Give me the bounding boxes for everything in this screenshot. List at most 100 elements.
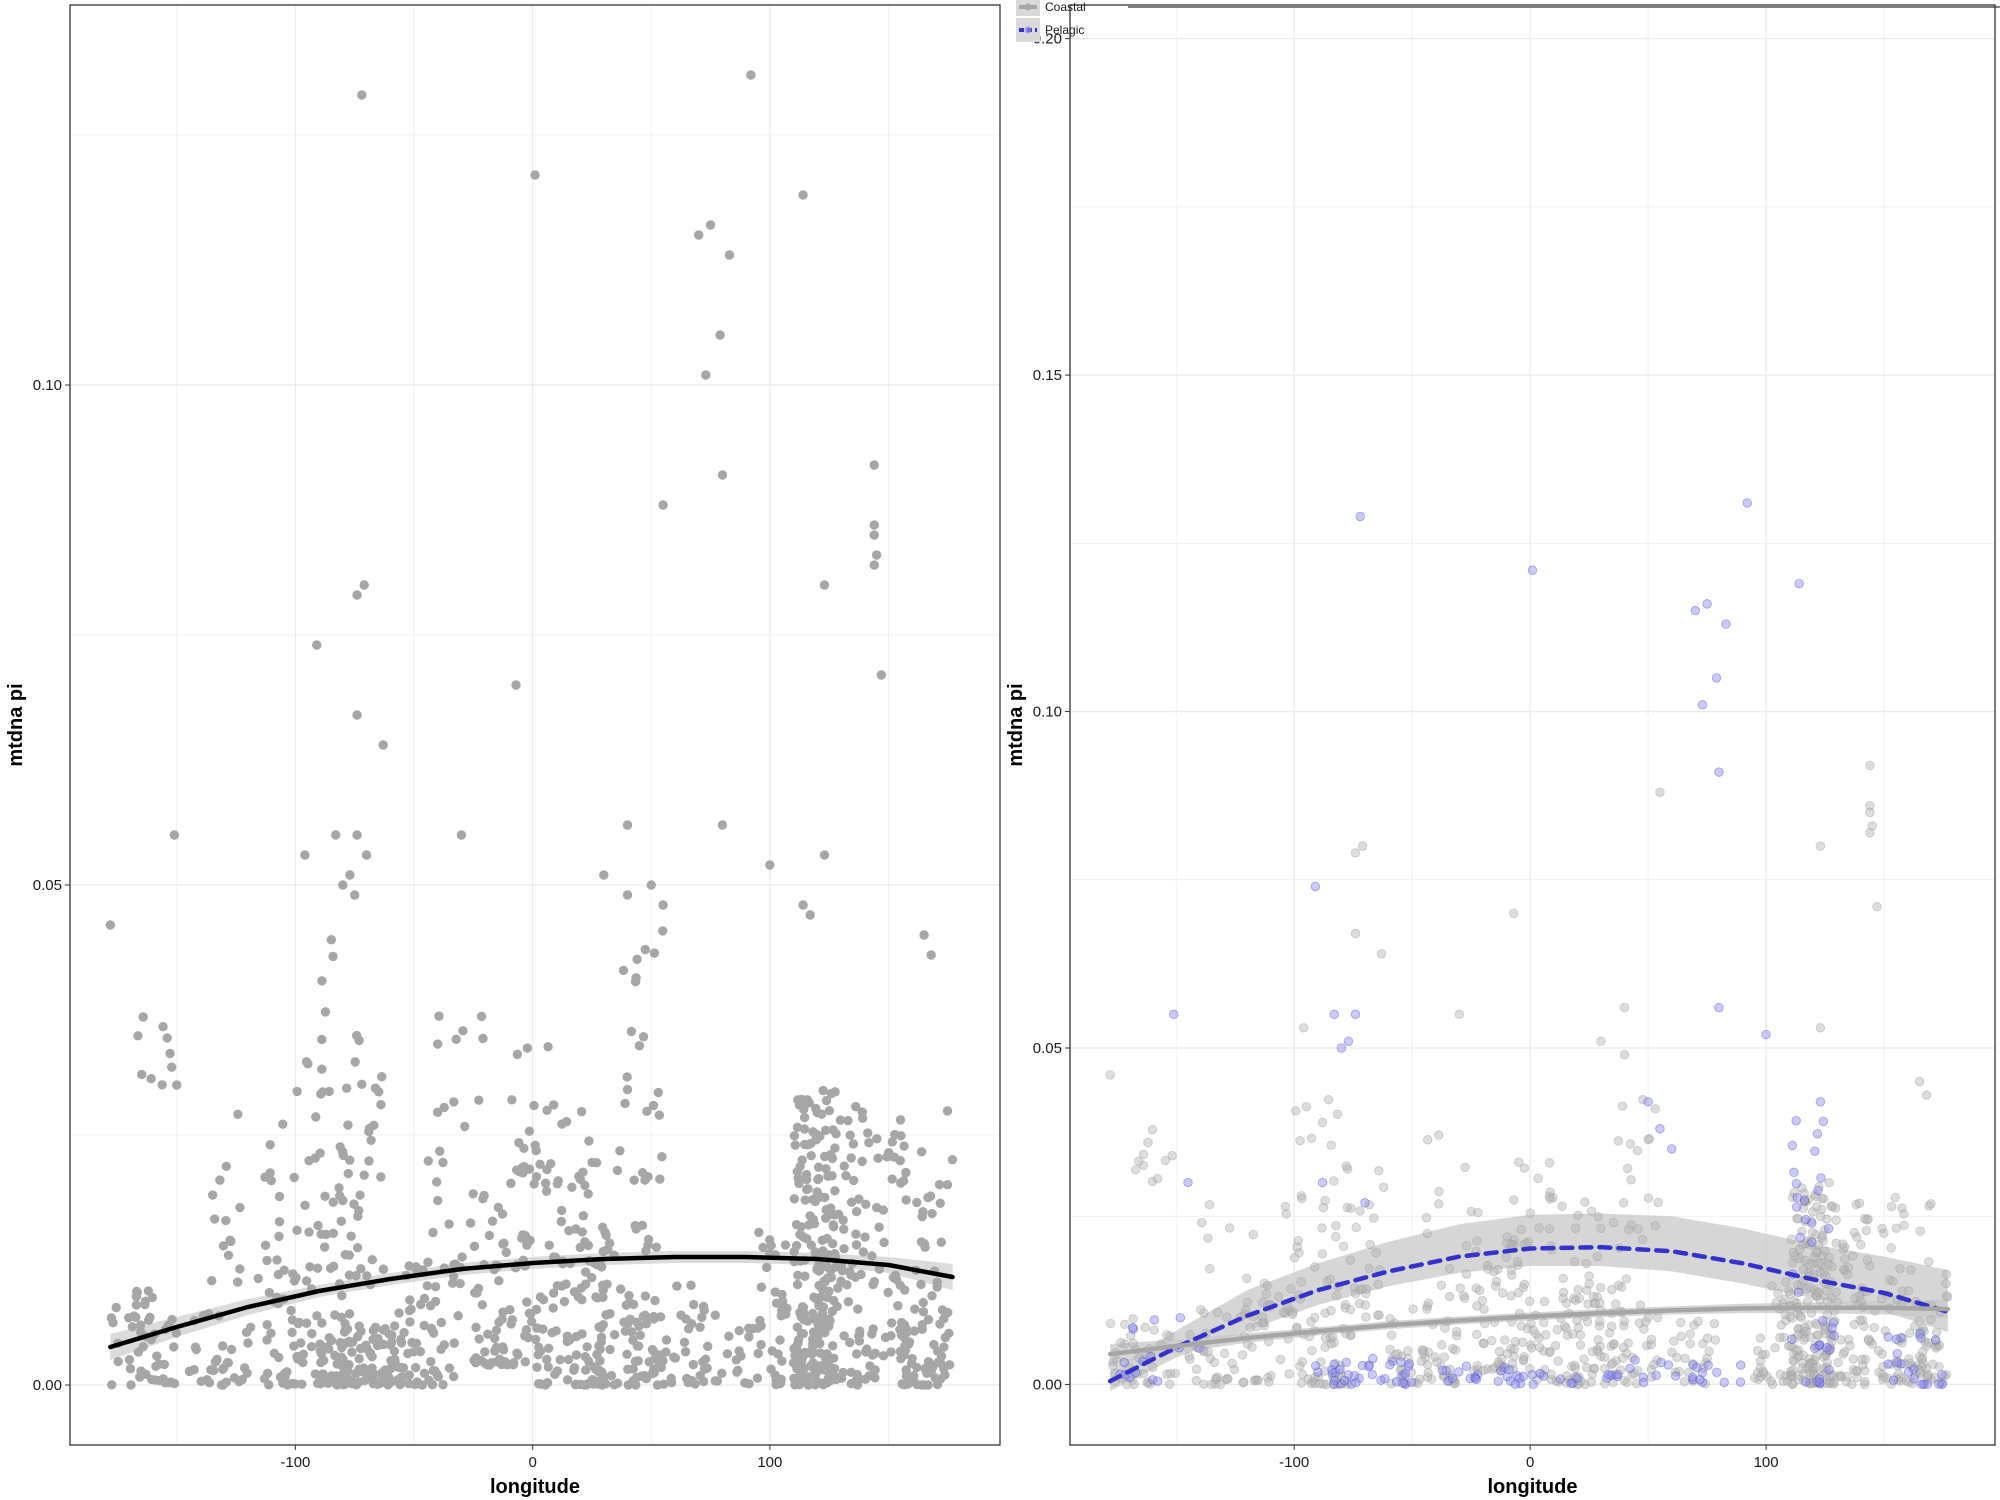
coastal-point [1386,1378,1396,1389]
data-point [848,1175,859,1186]
coastal-point [1791,1345,1801,1356]
coastal-point [1318,1202,1329,1213]
data-point [338,1150,349,1161]
data-point [597,1280,608,1290]
coastal-point [1496,1354,1507,1364]
coastal-point [1259,1317,1269,1328]
coastal-point [1854,1291,1865,1301]
data-point [477,1300,488,1310]
coastal-point [1536,1369,1547,1379]
coastal-point [1787,1379,1798,1389]
pelagic-point [1310,881,1321,892]
coastal-point [1587,1346,1598,1357]
coastal-point [1752,1368,1763,1378]
coastal-point [1822,1309,1833,1320]
pelagic-point [1397,1378,1408,1388]
data-point [137,1069,147,1080]
data-point [305,1262,315,1272]
coastal-point [1320,1342,1330,1352]
data-point [658,900,668,910]
coastal-point [1571,1372,1581,1382]
coastal-point [1525,1364,1535,1374]
data-point [320,1007,331,1017]
data-point [637,1167,648,1178]
coastal-point [1646,1364,1657,1375]
coastal-point [1806,1308,1817,1318]
coastal-point [1798,1358,1808,1368]
pelagic-point [1505,1376,1516,1386]
coastal-point [1525,1208,1535,1218]
data-point [702,1363,712,1373]
coastal-point [1685,1329,1696,1339]
coastal-point [1263,1373,1273,1383]
coastal-point [1831,1215,1841,1225]
coastal-point [1519,1351,1529,1362]
data-point [832,1301,842,1312]
data-point [597,1222,608,1232]
coastal-point [1579,1354,1589,1364]
data-point [653,1087,664,1098]
data-point [580,1380,590,1390]
data-point [266,1175,276,1186]
coastal-point [1346,1203,1356,1213]
data-point [530,170,540,180]
coastal-point [1544,1191,1555,1202]
coastal-point [1623,1225,1634,1235]
coastal-point [1575,1340,1586,1350]
coastal-point [1787,1192,1798,1203]
data-point [724,250,735,260]
coastal-point [1897,1286,1908,1297]
data-point [141,1369,151,1379]
data-point [407,1337,417,1348]
left-y-axis-title: mtdna pi [5,683,27,766]
data-point [357,90,367,100]
data-point [857,1113,868,1123]
data-point [650,1295,660,1306]
coastal-point [1204,1200,1215,1210]
data-point [734,1346,744,1356]
coastal-point [1423,1347,1433,1357]
coastal-point [1580,1379,1590,1390]
coastal-point [1275,1354,1286,1365]
data-point [883,1287,893,1298]
coastal-point [1600,1378,1610,1389]
pelagic-point [1504,1364,1514,1375]
coastal-point [1811,1246,1822,1256]
data-point [317,1034,327,1045]
data-point [131,1300,142,1310]
data-point [221,1215,231,1226]
coastal-point [1824,1345,1834,1356]
data-point [772,1377,782,1388]
coastal-point [1852,1372,1862,1383]
coastal-point [1471,1329,1482,1340]
data-point [217,1341,228,1351]
pelagic-point [1816,1173,1826,1183]
coastal-point [1433,1199,1444,1209]
data-point [622,1349,632,1360]
coastal-point [1811,1229,1822,1240]
data-point [701,370,711,380]
data-point [756,1340,766,1350]
data-point [717,820,728,830]
coastal-point [1148,1362,1158,1372]
data-point [508,1359,519,1370]
data-point [869,520,879,530]
coastal-point [1819,1194,1829,1204]
coastal-point [1569,1360,1580,1371]
coastal-point [1280,1201,1291,1212]
pelagic-point [1916,1333,1926,1343]
coastal-point [1572,1379,1582,1390]
coastal-point [1815,1211,1826,1222]
data-point [770,1287,781,1297]
pelagic-point [1735,1377,1746,1387]
coastal-point [1573,1210,1583,1221]
coastal-point [1809,1377,1819,1387]
data-point [338,880,348,890]
data-point [218,1241,229,1251]
coastal-point [1534,1223,1544,1233]
pelagic-point [1349,1371,1360,1381]
data-point [851,1349,862,1359]
coastal-point [1819,1325,1830,1335]
pelagic-point [1380,1373,1390,1384]
coastal-point [1859,1379,1870,1390]
